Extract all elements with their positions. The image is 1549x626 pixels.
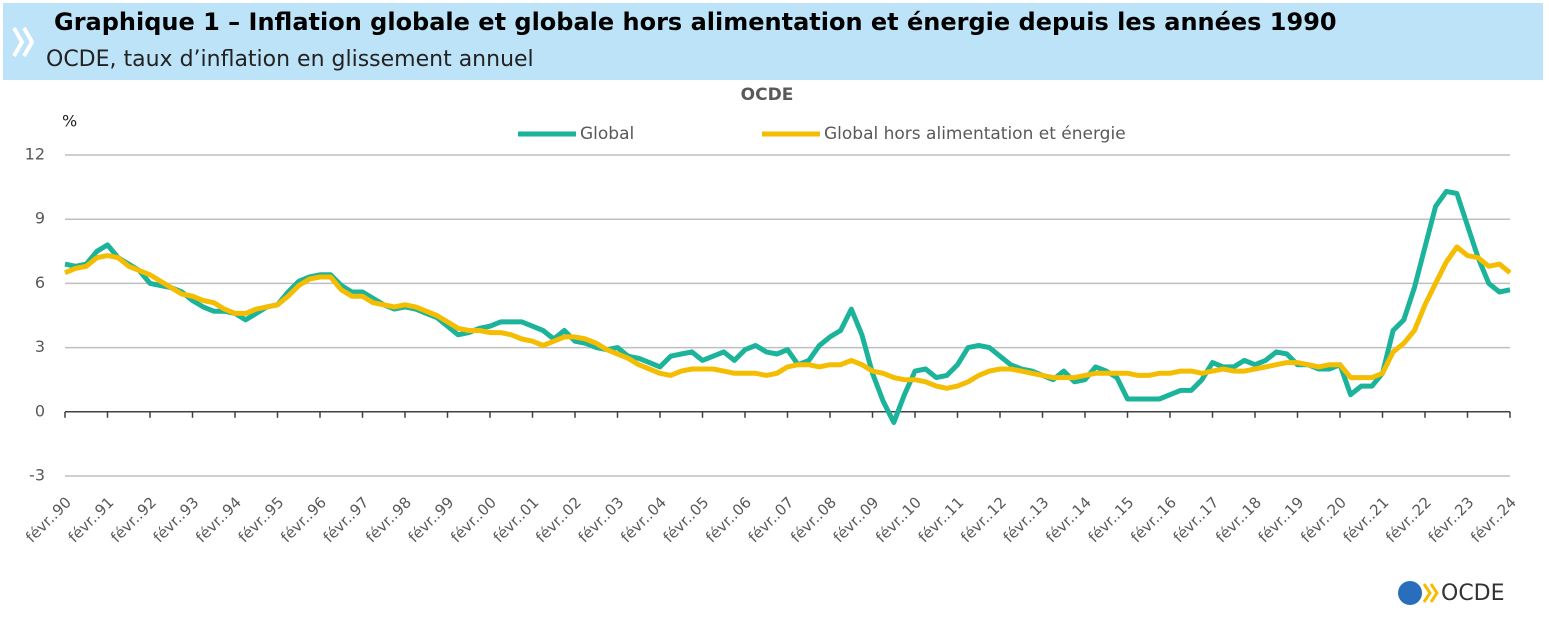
- x-tick-label: févr..04: [617, 493, 670, 546]
- series-line: [64, 244, 1512, 391]
- x-tick-label: févr..94: [192, 493, 245, 546]
- y-tick-label: 6: [35, 273, 45, 292]
- x-tick-label: févr..20: [1297, 493, 1350, 546]
- legend-label: Global hors alimentation et énergie: [824, 124, 1126, 144]
- x-tick-label: févr..02: [532, 493, 585, 546]
- y-tick-label: 3: [35, 337, 45, 356]
- logo-globe: [1398, 581, 1422, 605]
- logo-text: OCDE: [1441, 581, 1505, 606]
- x-tick-label: févr..90: [22, 493, 75, 546]
- x-tick-label: févr..99: [405, 493, 458, 546]
- header-band: [3, 3, 1543, 80]
- y-tick-label: -3: [29, 466, 45, 485]
- x-tick-label: févr..15: [1085, 493, 1138, 546]
- x-tick-label: févr..98: [362, 493, 415, 546]
- y-tick-label: 9: [35, 209, 45, 228]
- x-tick-label: févr..11: [915, 493, 968, 546]
- x-tick-label: févr..14: [1042, 493, 1095, 546]
- chart-subtitle: OCDE, taux d’inflation en glissement ann…: [46, 47, 534, 72]
- x-tick-label: févr..01: [490, 493, 543, 546]
- panel-title: OCDE: [741, 85, 794, 105]
- x-tick-label: févr..08: [787, 493, 840, 546]
- x-tick-label: févr..19: [1255, 493, 1308, 546]
- x-tick-label: févr..13: [1000, 493, 1053, 546]
- x-tick-label: févr..00: [447, 493, 500, 546]
- y-axis-label: %: [62, 112, 77, 131]
- x-tick-label: févr..18: [1212, 493, 1265, 546]
- header-icon: [12, 27, 35, 57]
- x-tick-label: févr..22: [1382, 493, 1435, 546]
- x-tick-label: févr..07: [745, 493, 798, 546]
- x-tick-label: févr..05: [660, 493, 713, 546]
- x-tick-label: févr..23: [1425, 493, 1478, 546]
- legend-label: Global: [580, 124, 634, 144]
- x-tick-label: févr..09: [830, 493, 883, 546]
- y-tick-label: 0: [35, 401, 45, 420]
- x-tick-label: févr..97: [320, 493, 373, 546]
- x-tick-label: févr..93: [150, 493, 203, 546]
- x-tick-label: févr..91: [65, 493, 118, 546]
- x-tick-label: févr..16: [1127, 493, 1180, 546]
- x-tick-label: févr..92: [107, 493, 160, 546]
- x-tick-label: févr..17: [1170, 493, 1223, 546]
- y-tick-label: 12: [25, 145, 45, 164]
- x-tick-label: févr..12: [957, 493, 1010, 546]
- x-tick-label: févr..21: [1340, 493, 1393, 546]
- x-tick-label: févr..03: [575, 493, 628, 546]
- x-tick-label: févr..06: [702, 493, 755, 546]
- x-tick-label: févr..24: [1467, 493, 1520, 546]
- logo: OCDE: [1398, 581, 1505, 606]
- x-tick-label: févr..10: [872, 493, 925, 546]
- x-tick-label: févr..95: [235, 493, 288, 546]
- x-tick-label: févr..96: [277, 493, 330, 546]
- chart-title: Graphique 1 – Inflation globale et globa…: [54, 8, 1337, 36]
- series-line: [64, 188, 1511, 425]
- logo-chevrons: [1422, 583, 1439, 603]
